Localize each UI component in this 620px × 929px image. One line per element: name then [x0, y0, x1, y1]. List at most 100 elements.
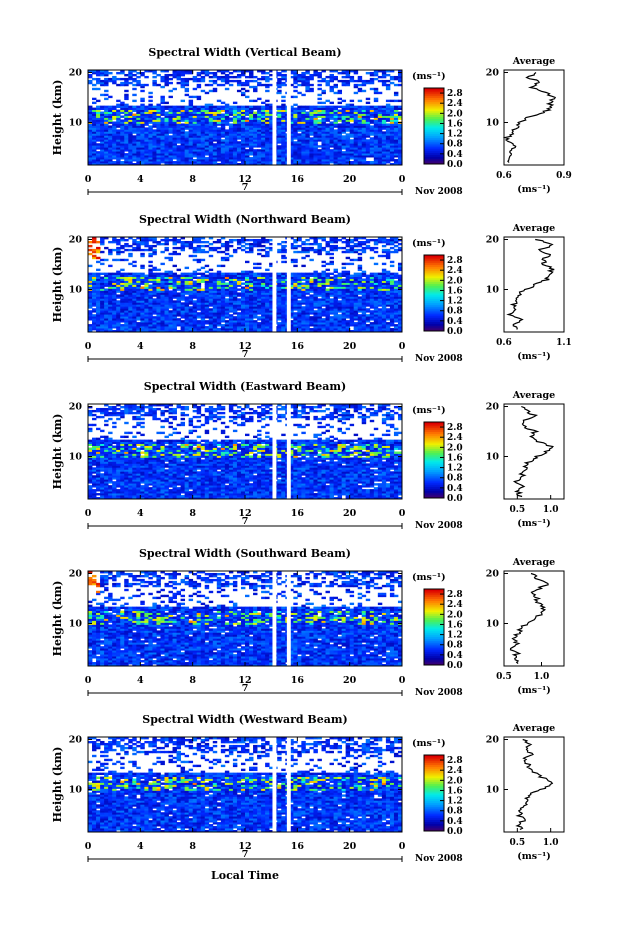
heatmap-cell [269, 83, 274, 87]
heatmap-cell [124, 304, 129, 307]
heatmap-cell [265, 318, 270, 321]
heatmap-cell [385, 161, 391, 164]
heatmap-cell [144, 149, 149, 152]
heatmap-cell [265, 314, 270, 317]
heatmap-cell [160, 145, 165, 148]
heatmap-cell [373, 71, 379, 75]
heatmap-cell [357, 145, 363, 148]
heatmap-cell [192, 159, 198, 162]
heatmap-cell [132, 99, 137, 103]
heatmap-cell [329, 73, 334, 77]
heatmap-cell [333, 139, 338, 142]
heatmap-cell [212, 328, 218, 331]
heatmap-cell [232, 159, 238, 162]
heatmap-cell [160, 135, 165, 138]
heatmap-cell [393, 99, 399, 103]
heatmap-cell [249, 159, 254, 162]
heatmap-cell [289, 105, 294, 109]
heatmap-cell [245, 131, 250, 134]
heatmap-cell [144, 105, 149, 109]
heatmap-cell [104, 71, 109, 75]
heatmap-cell [112, 163, 117, 166]
heatmap-cell [236, 147, 242, 150]
heatmap-cell [321, 119, 326, 122]
heatmap-cell [216, 330, 222, 333]
heatmap-cell [100, 151, 105, 154]
heatmap-cell [172, 127, 177, 130]
heatmap-cell [317, 155, 322, 158]
heatmap-cell [317, 328, 322, 331]
heatmap-cell [377, 330, 383, 333]
heatmap-cell [289, 145, 294, 148]
heatmap-cell [353, 328, 359, 331]
heatmap-cell [168, 159, 173, 162]
heatmap-cell [120, 312, 125, 315]
heatmap-cell [245, 161, 250, 164]
heatmap-cell [277, 77, 282, 81]
heatmap-cell [245, 137, 250, 140]
heatmap-cell [120, 121, 125, 124]
heatmap-cell [305, 75, 310, 79]
heatmap-cell [361, 115, 367, 118]
heatmap-cell [120, 324, 125, 327]
heatmap-cell [156, 324, 161, 327]
heatmap-cell [321, 117, 326, 120]
colorbar-swatch [424, 93, 444, 97]
heatmap-cell [341, 79, 347, 83]
heatmap-cell [397, 83, 403, 87]
heatmap-cell [216, 133, 222, 136]
heatmap-cell [148, 91, 153, 95]
heatmap-cell [329, 131, 334, 134]
heatmap-cell [249, 99, 254, 103]
heatmap-cell [337, 143, 343, 146]
heatmap-cell [257, 328, 262, 331]
heatmap-cell [385, 153, 391, 156]
heatmap-cell [381, 151, 387, 154]
heatmap-cell [269, 145, 274, 148]
heatmap-cell [120, 123, 125, 126]
heatmap-cell [140, 123, 145, 126]
heatmap-cell [96, 312, 101, 315]
heatmap-cell [321, 151, 326, 154]
heatmap-cell [253, 119, 258, 122]
heatmap-cell [357, 129, 363, 132]
heatmap-cell [369, 310, 375, 313]
heatmap-cell [180, 127, 186, 130]
heatmap-cell [232, 316, 238, 319]
heatmap-cell [164, 308, 169, 311]
heatmap-cell [96, 123, 101, 126]
heatmap-cell [261, 129, 266, 132]
heatmap-cell [261, 306, 266, 309]
heatmap-cell [373, 314, 379, 317]
heatmap-cell [313, 121, 318, 124]
heatmap-cell [168, 147, 173, 150]
heatmap-cell [184, 123, 190, 126]
heatmap-cell [88, 73, 93, 77]
heatmap-cell [220, 310, 226, 313]
heatmap-cell [208, 125, 214, 128]
heatmap-cell [144, 107, 149, 110]
heatmap-cell [353, 125, 359, 128]
heatmap-cell [301, 105, 306, 109]
heatmap-cell [345, 159, 351, 162]
heatmap-cell [192, 314, 198, 317]
heatmap-cell [192, 153, 198, 156]
heatmap-cell [357, 117, 363, 120]
heatmap-cell [337, 141, 343, 144]
heatmap-cell [176, 127, 181, 130]
heatmap-cell [120, 157, 125, 160]
heatmap-cell [236, 73, 242, 77]
heatmap-cell [96, 133, 101, 136]
heatmap-cell [152, 153, 157, 156]
heatmap-cell [345, 105, 351, 109]
heatmap-cell [152, 326, 157, 329]
heatmap-cell [393, 155, 399, 158]
heatmap-cell [357, 310, 363, 313]
heatmap-cell [293, 75, 298, 79]
heatmap-cell [365, 310, 371, 313]
heatmap-cell [164, 314, 169, 317]
heatmap-cell [385, 70, 391, 73]
heatmap-cell [353, 111, 359, 114]
heatmap-cell [325, 330, 330, 333]
heatmap-cell [92, 304, 97, 307]
